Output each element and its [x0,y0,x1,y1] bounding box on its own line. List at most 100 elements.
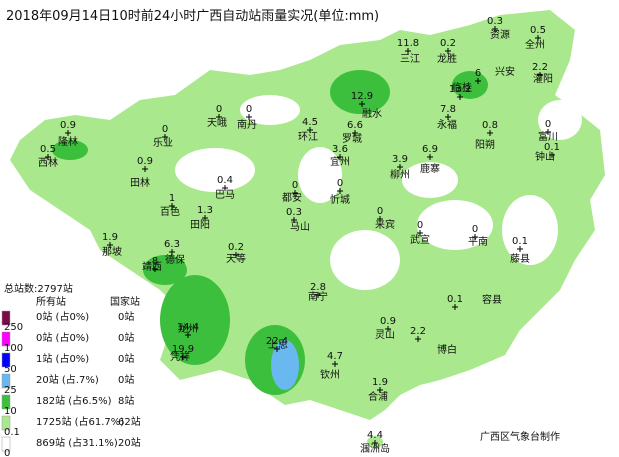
station-marker [359,101,365,107]
station-value: 0 [162,124,168,135]
station-marker [405,48,411,54]
legend-level: 50 [4,364,17,375]
station-name: 罗城 [342,133,362,145]
legend-level: 25 [4,385,17,396]
station-name: 藤县 [510,253,530,265]
station-marker [162,134,168,140]
station-value: 11.8 [397,38,419,49]
station-name: 靖西 [142,260,162,273]
station-marker [65,130,71,136]
station-marker [457,94,463,100]
station-name: 柳州 [390,168,410,181]
legend-total: 总站数:2797站 [4,282,73,295]
station-value: 22.4 [266,336,288,347]
station-marker [487,130,493,136]
station-value: 1.3 [197,205,213,216]
station-value: 1 [169,193,175,204]
station-value: 0.9 [137,156,153,167]
station-name: 环江 [298,131,318,143]
station-marker [169,249,175,255]
station-value: 0.1 [447,294,463,305]
station-name: 灌阳 [533,73,553,85]
station-value: 1.9 [372,377,388,388]
station-name: 马山 [290,221,310,233]
station-value: 6.9 [422,144,438,155]
station-marker [472,234,478,240]
station-name: 钦州 [320,369,340,381]
region [10,10,605,420]
heavy-rain-area [271,340,299,390]
station-value: 0.5 [530,25,546,36]
station-marker [216,114,222,120]
station-value: 3.9 [392,154,408,165]
station-marker [142,166,148,172]
station-name: 博白 [437,343,457,356]
station-marker [307,127,313,133]
station-marker [292,190,298,196]
credit: 广西区气象台制作 [480,430,560,443]
station-value: 0.3 [286,207,302,218]
station-marker [377,216,383,222]
station-marker [152,266,158,272]
legend-count: 1725站 (占61.7%) [36,415,124,428]
station-name: 涠洲岛 [360,442,390,455]
legend-level: 100 [4,343,23,354]
station-value: 19.9 [172,344,194,355]
station-name: 上思 [268,339,288,351]
station-value: 4.5 [302,117,318,128]
station-value: 0.5 [40,144,56,155]
station-name: 永福 [437,118,457,131]
station-value: 6.6 [347,120,363,131]
station-name: 容县 [482,293,502,306]
station-marker [45,154,51,160]
station-value: 7.8 [440,104,456,115]
station-name: 灵山 [375,329,395,341]
station-value: 0.8 [482,120,498,131]
station-value: 0.2 [440,38,456,49]
legend-national: 0站 [118,331,134,344]
station-name: 龙州 [178,322,198,335]
legend-swatch [1,331,11,347]
station-value: 0.3 [487,16,503,27]
station-value: 0 [216,104,222,115]
station-name: 隆林 [58,135,78,148]
station-name: 鹿寨 [420,162,440,175]
station-value: 13.2 [449,84,471,95]
station-value: 4.4 [367,430,383,441]
legend-count: 0站 (占0%) [36,310,89,323]
station-marker [332,361,338,367]
station-marker [222,185,228,191]
legend-count: 0站 (占0%) [36,331,89,344]
station-value: 0 [545,119,551,130]
legend-header: 国家站 [110,295,140,308]
station-name: 合浦 [368,390,388,403]
legend-national: 0站 [118,352,134,365]
station-name: 阳朔 [475,138,495,151]
station-marker [180,354,186,360]
station-value: 0 [292,180,298,191]
station-name: 南丹 [237,118,257,131]
legend-count: 20站 (占.7%) [36,373,99,386]
station-name: 宜州 [330,155,350,168]
station-marker [417,230,423,236]
station-name: 凭祥 [170,350,190,363]
legend-level: 0.1 [4,427,20,438]
station-value: 0 [417,220,423,231]
station-marker [337,188,343,194]
legend-swatch [1,352,11,368]
station-value: 0.2 [228,242,244,253]
station-name: 资源 [490,28,510,41]
station-marker [545,129,551,135]
station-marker [517,246,523,252]
station-name: 天等 [226,252,246,265]
station-marker [107,242,113,248]
station-value: 12.9 [351,91,373,102]
station-name: 田林 [130,176,150,189]
station-name: 三江 [400,53,420,65]
station-marker [233,252,239,258]
station-marker [445,48,451,54]
legend-level: 10 [4,406,17,417]
station-name: 那坡 [102,245,122,258]
legend-national: 0站 [118,373,134,386]
